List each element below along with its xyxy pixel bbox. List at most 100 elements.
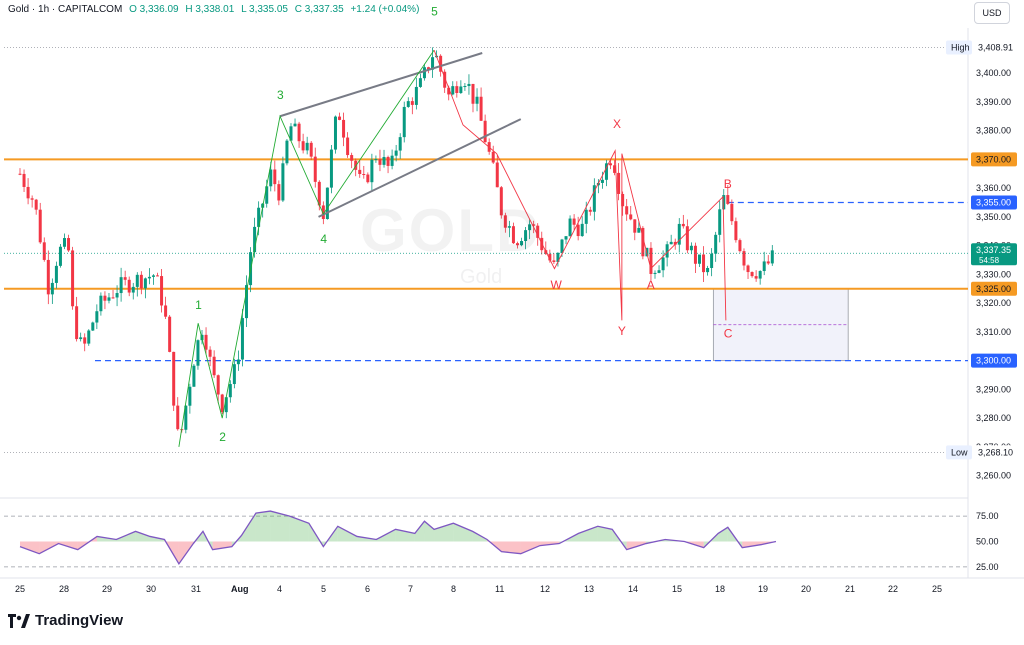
candle-body — [71, 250, 75, 307]
impulse-wave-path[interactable] — [178, 49, 435, 447]
candle-body — [265, 186, 269, 204]
candle-body — [83, 337, 87, 344]
candle-body — [548, 253, 552, 261]
rsi-fill — [255, 511, 271, 542]
candle-body — [196, 340, 200, 366]
time-tick-label: 30 — [146, 584, 156, 594]
time-tick-label: 20 — [801, 584, 811, 594]
wave-label-red: W — [550, 278, 562, 292]
candle-body — [240, 318, 244, 360]
candle-body — [689, 245, 693, 251]
candle-body — [350, 155, 354, 161]
candle-body — [305, 142, 309, 151]
candle-body — [568, 218, 572, 237]
channel-lower-line[interactable] — [318, 118, 522, 218]
open-value: O 3,336.09 — [129, 4, 179, 15]
rsi-fill — [424, 521, 435, 542]
rsi-fill — [135, 531, 151, 542]
candle-body — [439, 55, 443, 72]
time-tick-label: 22 — [888, 584, 898, 594]
candle-body — [718, 209, 722, 235]
candle-body — [232, 364, 236, 385]
candle-body — [269, 169, 273, 187]
candle-body — [572, 218, 576, 225]
candle-body — [273, 169, 277, 185]
candle-body — [160, 276, 164, 306]
candle-body — [633, 219, 637, 233]
candle-body — [422, 67, 426, 79]
time-tick-label: 18 — [715, 584, 725, 594]
candle-body — [592, 185, 596, 212]
last-price-label: 3,337.35 — [976, 245, 1011, 255]
candle-body — [649, 247, 653, 274]
price-tick-label: 3,290.00 — [976, 384, 1011, 394]
time-tick-label: 14 — [628, 584, 638, 594]
candle-body — [754, 276, 758, 279]
rsi-fill — [289, 516, 309, 542]
candle-body — [257, 207, 261, 227]
candle-body — [297, 123, 301, 142]
candle-body — [79, 337, 83, 340]
time-tick-label: 29 — [102, 584, 112, 594]
candle-body — [204, 334, 208, 350]
candle-body — [697, 254, 701, 264]
currency-button[interactable]: USD — [974, 2, 1010, 24]
candle-body — [641, 227, 645, 257]
high-value: H 3,338.01 — [185, 4, 235, 15]
symbol-name[interactable]: Gold · 1h · CAPITALCOM — [8, 4, 123, 15]
high-tag-label: High — [951, 43, 970, 53]
candle-body — [414, 86, 418, 105]
candle-body — [374, 159, 378, 161]
watermark-name: Gold — [460, 266, 503, 288]
candle-body — [681, 223, 685, 227]
candle-body — [673, 241, 677, 245]
candle-body — [661, 257, 665, 271]
low-value-label: 3,268.10 — [978, 447, 1013, 457]
candle-body — [714, 234, 718, 254]
candle-body — [758, 271, 762, 279]
price-tick-label: 3,260.00 — [976, 471, 1011, 481]
wave-label-red: C — [724, 327, 733, 341]
candle-body — [281, 163, 285, 201]
candle-body — [224, 397, 228, 413]
candle-body — [427, 67, 431, 70]
candle-body — [95, 311, 99, 323]
candle-body — [228, 384, 232, 398]
time-tick-label: Aug — [231, 584, 249, 594]
candle-body — [18, 173, 22, 175]
candle-body — [147, 276, 151, 279]
candle-body — [520, 240, 524, 246]
candle-body — [451, 86, 455, 95]
candle-body — [156, 275, 160, 277]
candle-body — [346, 137, 350, 156]
rsi-fill — [742, 541, 762, 548]
candle-body — [382, 156, 386, 165]
tradingview-logo[interactable]: TradingView — [8, 612, 123, 629]
candle-body — [524, 230, 528, 241]
candle-body — [653, 272, 657, 274]
rsi-line[interactable] — [19, 510, 777, 566]
candle-body — [38, 209, 42, 243]
rsi-fill — [414, 521, 425, 542]
rsi-fill — [270, 511, 290, 542]
low-tag-label: Low — [951, 447, 968, 457]
candle-body — [127, 279, 131, 293]
candle-body — [402, 106, 406, 138]
candle-body — [139, 274, 143, 289]
correction-wave-path[interactable] — [433, 49, 727, 321]
low-value: L 3,335.05 — [241, 4, 288, 15]
candle-body — [685, 226, 689, 251]
candle-body — [212, 356, 216, 376]
channel-upper-line[interactable] — [279, 52, 483, 118]
candle-body — [552, 260, 556, 262]
candle-body — [515, 243, 519, 246]
wave-label-green: 5 — [431, 5, 438, 19]
candle-body — [710, 253, 714, 268]
candle-body — [629, 214, 633, 220]
candle-body — [135, 274, 139, 287]
level-tag-bg — [971, 353, 1017, 368]
candle-body — [42, 242, 46, 260]
wave-label-red: X — [613, 117, 621, 131]
close-value: C 3,337.35 — [294, 4, 344, 15]
